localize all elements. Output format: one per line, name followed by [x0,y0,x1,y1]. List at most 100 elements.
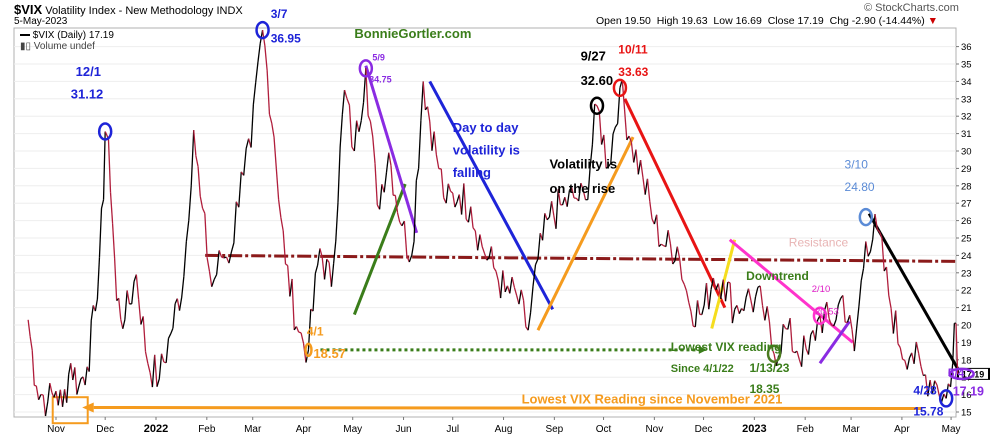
price-segment [771,347,775,354]
price-segment [754,287,759,297]
price-segment [96,257,101,300]
price-segment [135,274,140,300]
low-value: 16.69 [735,15,762,27]
price-segment [694,300,699,327]
price-segment [228,251,233,264]
price-segment [782,323,787,329]
orange-uptrend-line [536,136,635,331]
price-segment [383,172,388,193]
price-segment [949,363,954,387]
price-segment [118,298,122,320]
marker-may4 [948,367,975,381]
price-segment [917,353,922,367]
annot-mar10-date: 3/10 [845,157,869,171]
annot-mar7-value: 36.95 [271,31,301,45]
x-tick-label: Nov [47,424,65,435]
price-segment [396,212,401,223]
price-segment [172,303,176,329]
price-segment [764,306,768,321]
price-segment [170,327,174,334]
price-segment [678,258,683,280]
legend-volume-text: Volume undef [33,41,95,52]
price-segment [223,256,227,259]
price-segment [761,305,766,321]
price-segment [605,166,609,169]
marker-apr28 [938,389,954,408]
price-segment [426,106,431,122]
price-segment [107,138,112,193]
quote-bar: Open 19.50 High 19.63 Low 16.69 Close 17… [596,15,938,27]
price-segment [295,326,300,333]
price-segment [250,104,255,148]
price-segment [151,354,156,388]
price-segment [681,279,685,285]
price-segment [747,288,752,301]
price-segment [252,82,257,105]
price-segment [913,341,917,364]
close-label: Close [767,15,795,27]
price-segment [642,177,646,195]
price-segment [298,331,302,334]
price-segment [369,121,374,137]
price-segment [906,357,911,370]
price-segment [683,283,688,292]
price-segment [445,183,449,204]
price-segment [346,98,351,106]
x-tick-label: Nov [645,424,663,435]
price-segment [362,68,367,103]
price-segment [255,61,259,83]
price-segment [385,152,390,173]
y-tick-label: 32 [961,112,972,123]
price-segment [335,202,339,242]
price-segment [499,270,504,299]
x-tick-label: Feb [797,424,815,435]
price-segment [696,300,701,315]
price-segment [708,289,712,310]
y-tick-label: 21 [961,303,972,314]
high-value: 19.63 [681,15,708,27]
marker-dec1 [97,122,113,141]
price-segment [415,168,420,181]
x-tick-label: Mar [842,424,860,435]
price-segment [807,334,812,355]
price-segment [529,286,534,313]
price-segment [76,385,80,395]
y-tick-label: 18 [961,355,972,366]
marker-mar10 [858,207,874,227]
price-segment [635,149,639,175]
price-segment [216,250,220,275]
close-value: 17.19 [797,15,824,27]
price-segment [277,199,282,218]
price-segment [676,246,681,259]
price-segment [915,341,920,354]
price-segment [580,182,584,191]
y-tick-label: 34 [961,77,972,88]
price-segment [729,282,734,324]
legend-swatch [20,34,30,37]
price-segment [431,131,435,151]
price-segment [406,255,410,263]
price-segment [31,350,35,386]
price-segment [98,208,103,258]
price-series [27,29,959,417]
y-tick-label: 15 [961,408,972,419]
price-segment [183,241,187,277]
annot-feb10-value: 20.53 [815,307,839,318]
price-segment [587,167,591,200]
price-segment [800,335,805,367]
price-segment [690,311,694,327]
x-tick-label: Sep [545,424,563,435]
price-segment [656,214,660,247]
price-segment [685,290,690,303]
price-segment [703,283,708,306]
price-segment [479,234,483,247]
x-tick-label: Jun [395,424,411,435]
price-segment [828,318,833,326]
price-segment [853,327,858,352]
annot-dec1-value: 31.12 [71,86,104,101]
annot-volatility-rise-1: Volatility is [549,156,617,171]
marker-oct11 [612,78,628,98]
price-segment [669,243,674,265]
price-segment [878,231,883,239]
